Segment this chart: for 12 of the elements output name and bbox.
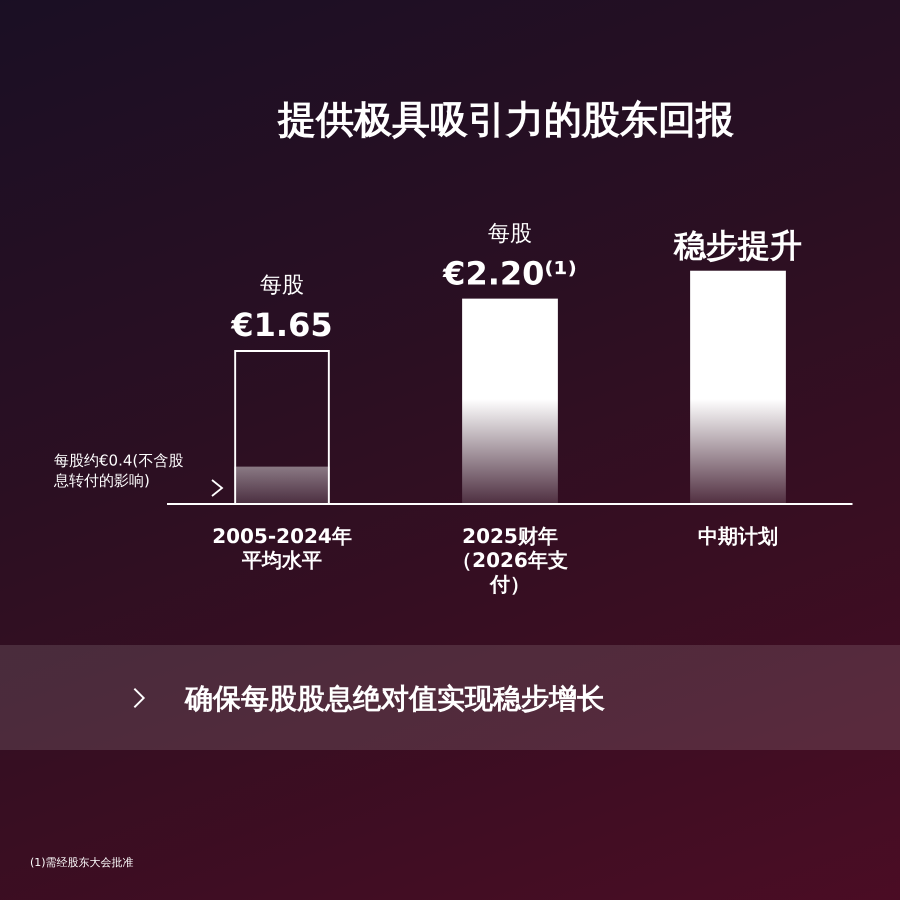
data-label: €1.65 [230, 306, 333, 344]
data-label: €2.20⁽¹⁾ [442, 254, 577, 293]
annotation: 每股 [488, 222, 532, 247]
text: (1)需经股东大会批准 [30, 855, 134, 870]
x-tick-label: 2025财年（2026年支付） [452, 524, 568, 596]
x-tick-label: 2005-2024年平均水平 [212, 524, 352, 572]
chart-title: 提供极具吸引力的股东回报 [277, 98, 735, 142]
x-tick-label: 中期计划 [698, 524, 778, 548]
annotation: 每股 [260, 272, 304, 298]
data-label: 稳步提升 [673, 226, 802, 265]
annotation: 每股约€0.4(不含股息转付的影响) [53, 452, 184, 490]
text: 确保每股股息绝对值实现稳步增长 [185, 682, 605, 715]
